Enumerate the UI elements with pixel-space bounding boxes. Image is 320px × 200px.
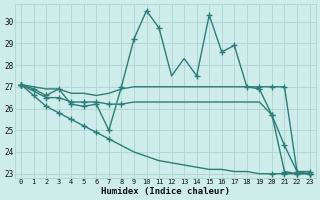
X-axis label: Humidex (Indice chaleur): Humidex (Indice chaleur) (101, 187, 230, 196)
